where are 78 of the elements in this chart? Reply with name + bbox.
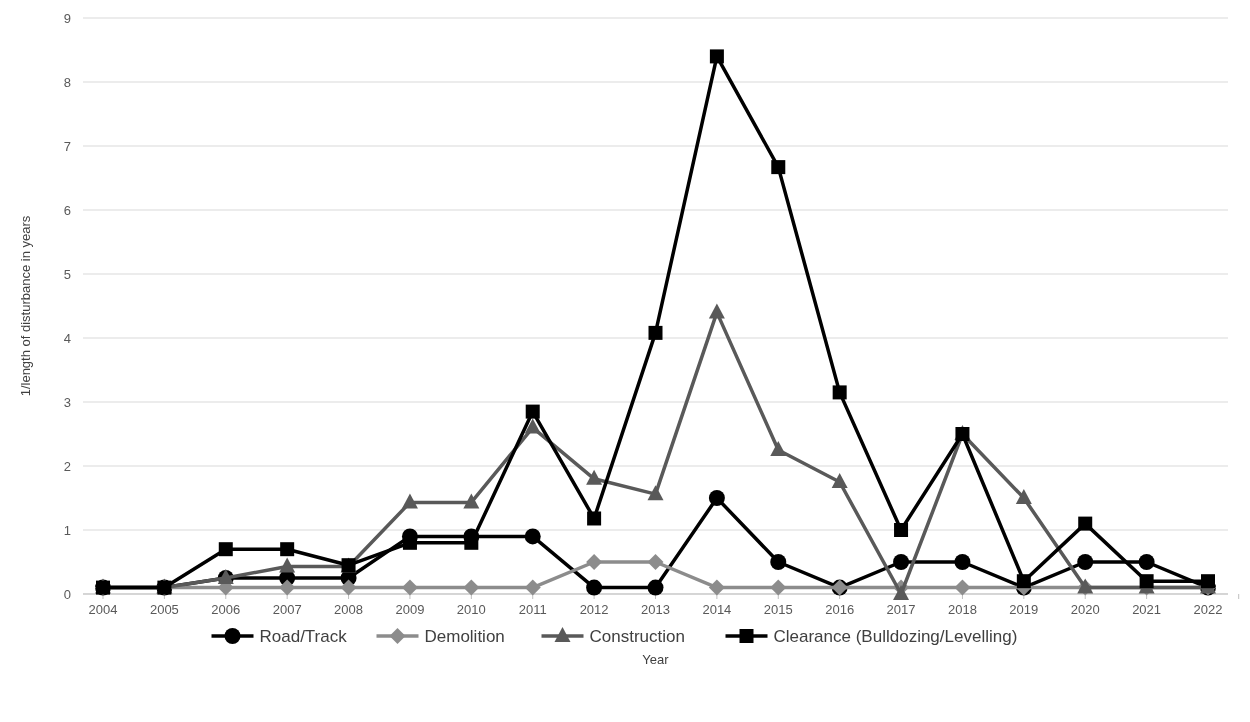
- x-tick-label: 2019: [1009, 602, 1039, 617]
- point: [586, 554, 603, 570]
- x-tick-label: 2021: [1132, 602, 1162, 617]
- legend-label: Construction: [589, 626, 685, 646]
- legend-label: Road/Track: [259, 626, 348, 646]
- point: [1139, 574, 1154, 589]
- y-tick-label: 8: [63, 74, 71, 90]
- point: [770, 554, 787, 570]
- point: [647, 554, 664, 570]
- x-tick-label: 2013: [641, 602, 670, 617]
- point: [1138, 554, 1155, 570]
- point: [708, 490, 725, 506]
- x-tick-label: 2007: [272, 602, 302, 617]
- legend-label: Clearance (Bulldozing/Levelling): [773, 626, 1018, 646]
- point: [771, 160, 786, 175]
- point: [586, 579, 603, 596]
- x-tick-label: 2015: [763, 602, 793, 617]
- x-tick-label: 2017: [886, 602, 916, 617]
- y-tick-label: 2: [63, 458, 71, 474]
- point: [218, 542, 233, 557]
- x-tick-label: 2009: [395, 602, 425, 617]
- point: [463, 493, 480, 509]
- point: [1016, 574, 1031, 589]
- point: [401, 493, 418, 509]
- x-tick-label: 2010: [456, 602, 486, 617]
- point: [340, 579, 357, 596]
- point: [648, 325, 663, 340]
- y-tick-label: 0: [63, 586, 71, 602]
- point: [893, 554, 910, 570]
- point: [524, 528, 541, 545]
- point: [586, 469, 603, 485]
- point: [893, 585, 910, 600]
- point: [401, 579, 418, 596]
- x-tick-label: 2020: [1070, 602, 1100, 617]
- y-tick-label: 3: [63, 394, 71, 410]
- point: [1015, 489, 1032, 504]
- y-tick-label: 1: [63, 522, 71, 538]
- point: [954, 579, 971, 596]
- point: [525, 404, 540, 419]
- x-tick-label: 2014: [702, 602, 732, 617]
- point: [770, 579, 787, 596]
- point: [894, 523, 909, 537]
- x-tick-label: 2006: [211, 602, 241, 617]
- y-tick-label: 5: [63, 266, 71, 282]
- point: [831, 473, 848, 488]
- point: [709, 49, 724, 64]
- point: [770, 441, 787, 456]
- legend-label: Demolition: [424, 626, 505, 646]
- point: [647, 579, 664, 596]
- point: [647, 485, 664, 501]
- point: [1201, 574, 1215, 589]
- point: [463, 579, 480, 596]
- y-axis-title: 1/length of disturbance in years: [18, 215, 33, 397]
- x-tick-label: 2004: [88, 602, 118, 617]
- point: [587, 511, 602, 526]
- x-tick-label: 2011: [518, 602, 547, 617]
- x-tick-label: 2022: [1193, 602, 1223, 617]
- x-tick-label: 2016: [825, 602, 855, 617]
- point: [1077, 554, 1094, 570]
- point: [524, 579, 541, 596]
- x-tick-label: 2008: [334, 602, 364, 617]
- point: [524, 418, 541, 434]
- x-tick-label: 2018: [947, 602, 977, 617]
- y-tick-label: 7: [63, 138, 71, 154]
- point: [279, 579, 296, 596]
- point: [280, 542, 295, 557]
- point: [1078, 516, 1093, 531]
- y-tick-label: 4: [63, 330, 71, 346]
- x-axis-title: Year: [642, 652, 670, 667]
- point: [279, 557, 296, 573]
- point: [708, 303, 725, 319]
- point: [954, 554, 971, 570]
- point: [708, 579, 725, 596]
- x-tick-label: 2005: [149, 602, 179, 617]
- x-tick-label: 2012: [579, 602, 609, 617]
- point: [832, 385, 847, 400]
- y-tick-label: 6: [63, 202, 71, 218]
- y-tick-label: 9: [63, 10, 71, 26]
